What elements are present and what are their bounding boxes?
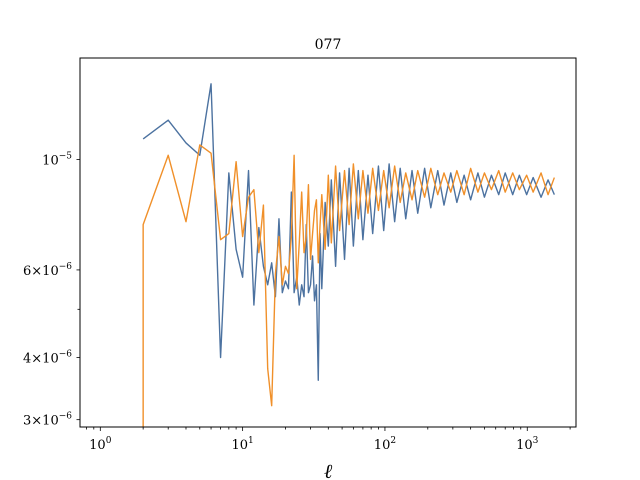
x-axis-label: ℓ <box>324 459 333 480</box>
x-tick-label: 102 <box>374 436 396 453</box>
y-tick-label: 6×10−6 <box>23 262 72 279</box>
y-axis-ticks: 10−5 6×10−6 4×10−6 3×10−6 <box>23 152 80 429</box>
y-tick-label: 3×10−6 <box>23 412 72 429</box>
series-line-2 <box>142 144 556 427</box>
series-layer <box>142 83 556 427</box>
y-tick-label: 10−5 <box>42 152 72 169</box>
chart-title: 077 <box>315 37 342 53</box>
x-tick-label: 103 <box>516 436 539 453</box>
x-tick-label: 100 <box>89 436 112 453</box>
y-tick-label: 4×10−6 <box>23 350 72 367</box>
x-tick-label: 101 <box>231 436 253 453</box>
x-axis-ticks: 100 101 102 103 <box>86 427 571 453</box>
